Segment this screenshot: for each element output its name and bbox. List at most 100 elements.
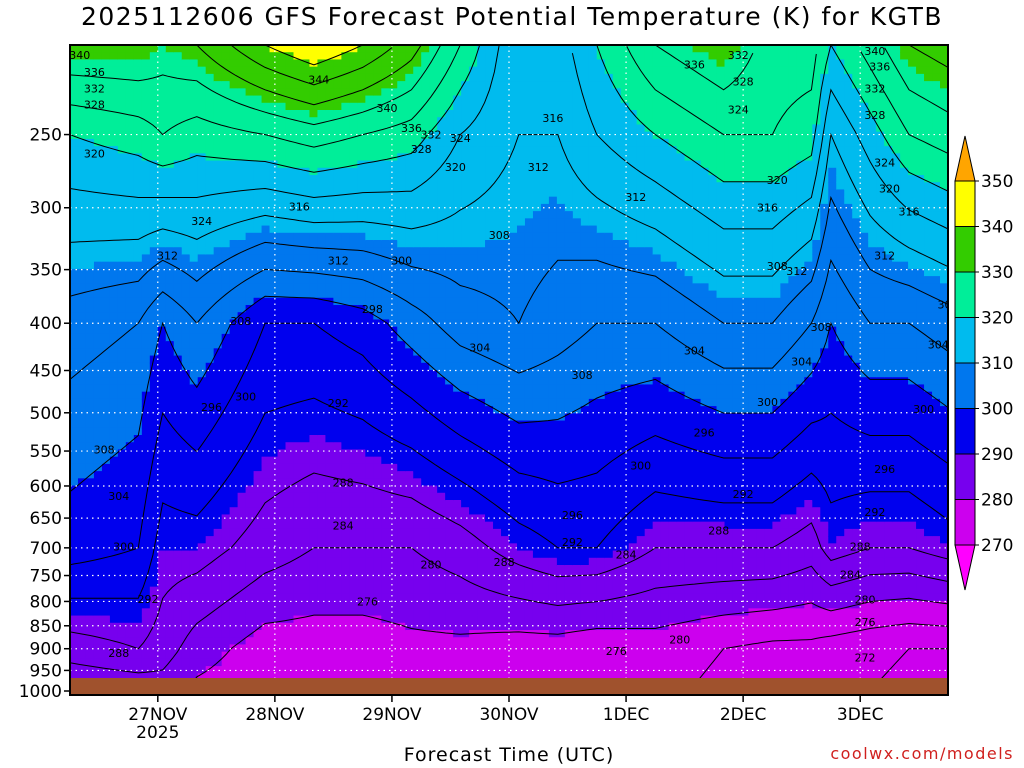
field-cell (397, 73, 406, 82)
field-cell (357, 232, 366, 241)
field-cell (197, 290, 207, 299)
field-cell (77, 211, 87, 219)
field-cell (405, 160, 414, 169)
field-cell (117, 658, 127, 667)
field-cell (125, 557, 135, 566)
field-cell (277, 463, 287, 472)
field-cell (341, 615, 350, 624)
field-cell (493, 463, 502, 472)
field-cell (301, 189, 311, 198)
field-cell (165, 175, 175, 183)
field-cell (85, 536, 95, 544)
field-cell (317, 110, 327, 118)
field-cell (445, 406, 454, 414)
field-cell (349, 196, 358, 205)
field-cell (405, 254, 414, 263)
field-cell (181, 658, 191, 667)
field-cell (221, 261, 231, 270)
field-cell (381, 615, 390, 624)
field-cell (317, 312, 327, 321)
field-cell (317, 413, 327, 422)
field-cell (453, 348, 462, 357)
field-cell (373, 283, 382, 292)
field-cell (253, 485, 263, 494)
field-cell (485, 45, 494, 53)
field-cell (301, 117, 311, 126)
field-cell (189, 651, 199, 660)
field-cell (253, 355, 263, 364)
field-cell (85, 355, 95, 364)
field-cell (221, 225, 231, 234)
field-cell (325, 247, 334, 256)
field-cell (261, 637, 271, 646)
field-cell (445, 658, 454, 667)
field-cell (109, 110, 119, 118)
field-cell (477, 341, 486, 349)
field-cell (429, 637, 438, 646)
field-cell (261, 391, 271, 400)
field-cell (117, 536, 127, 544)
field-cell (461, 593, 470, 602)
field-cell (277, 615, 287, 624)
field-cell (301, 45, 311, 53)
field-cell (341, 507, 350, 516)
field-cell (461, 406, 470, 414)
field-cell (189, 283, 199, 292)
field-cell (277, 341, 287, 349)
field-cell (117, 471, 127, 479)
field-cell (389, 406, 398, 414)
field-cell (397, 485, 406, 494)
field-cell (389, 305, 398, 313)
field-cell (125, 536, 135, 544)
field-cell (469, 102, 478, 111)
field-cell (293, 175, 303, 183)
field-cell (389, 52, 398, 61)
field-cell (221, 196, 231, 205)
field-cell (229, 449, 239, 458)
field-cell (173, 175, 183, 183)
field-cell (93, 673, 103, 682)
field-cell (397, 276, 406, 284)
field-cell (301, 131, 311, 140)
field-cell (493, 66, 502, 75)
field-cell (373, 95, 382, 104)
field-cell (437, 211, 446, 219)
field-cell (461, 478, 470, 487)
field-cell (453, 52, 462, 61)
field-cell (77, 500, 87, 508)
field-cell (205, 608, 215, 617)
field-cell (93, 630, 103, 638)
field-cell (205, 456, 215, 465)
field-cell (141, 66, 151, 75)
field-cell (165, 435, 175, 443)
field-cell (309, 196, 319, 205)
field-cell (309, 110, 319, 118)
field-cell (317, 420, 327, 429)
field-cell (197, 557, 207, 566)
field-cell (109, 153, 119, 162)
field-cell (325, 240, 334, 248)
field-cell (70, 348, 79, 357)
field-cell (261, 492, 271, 501)
field-cell (197, 182, 207, 191)
field-cell (421, 355, 430, 364)
field-cell (109, 651, 119, 660)
field-cell (365, 81, 374, 89)
field-cell (77, 427, 87, 436)
field-cell (357, 601, 366, 609)
field-cell (341, 637, 350, 646)
field-cell (429, 175, 438, 183)
field-cell (381, 442, 390, 451)
field-cell (253, 333, 263, 342)
field-cell (453, 370, 462, 378)
field-cell (149, 160, 159, 169)
field-cell (133, 666, 143, 674)
field-cell (405, 211, 414, 219)
field-cell (461, 456, 470, 465)
field-cell (141, 312, 151, 321)
field-cell (365, 297, 374, 306)
field-cell (477, 88, 486, 97)
field-cell (301, 406, 311, 414)
field-cell (277, 536, 287, 544)
field-cell (309, 615, 319, 624)
